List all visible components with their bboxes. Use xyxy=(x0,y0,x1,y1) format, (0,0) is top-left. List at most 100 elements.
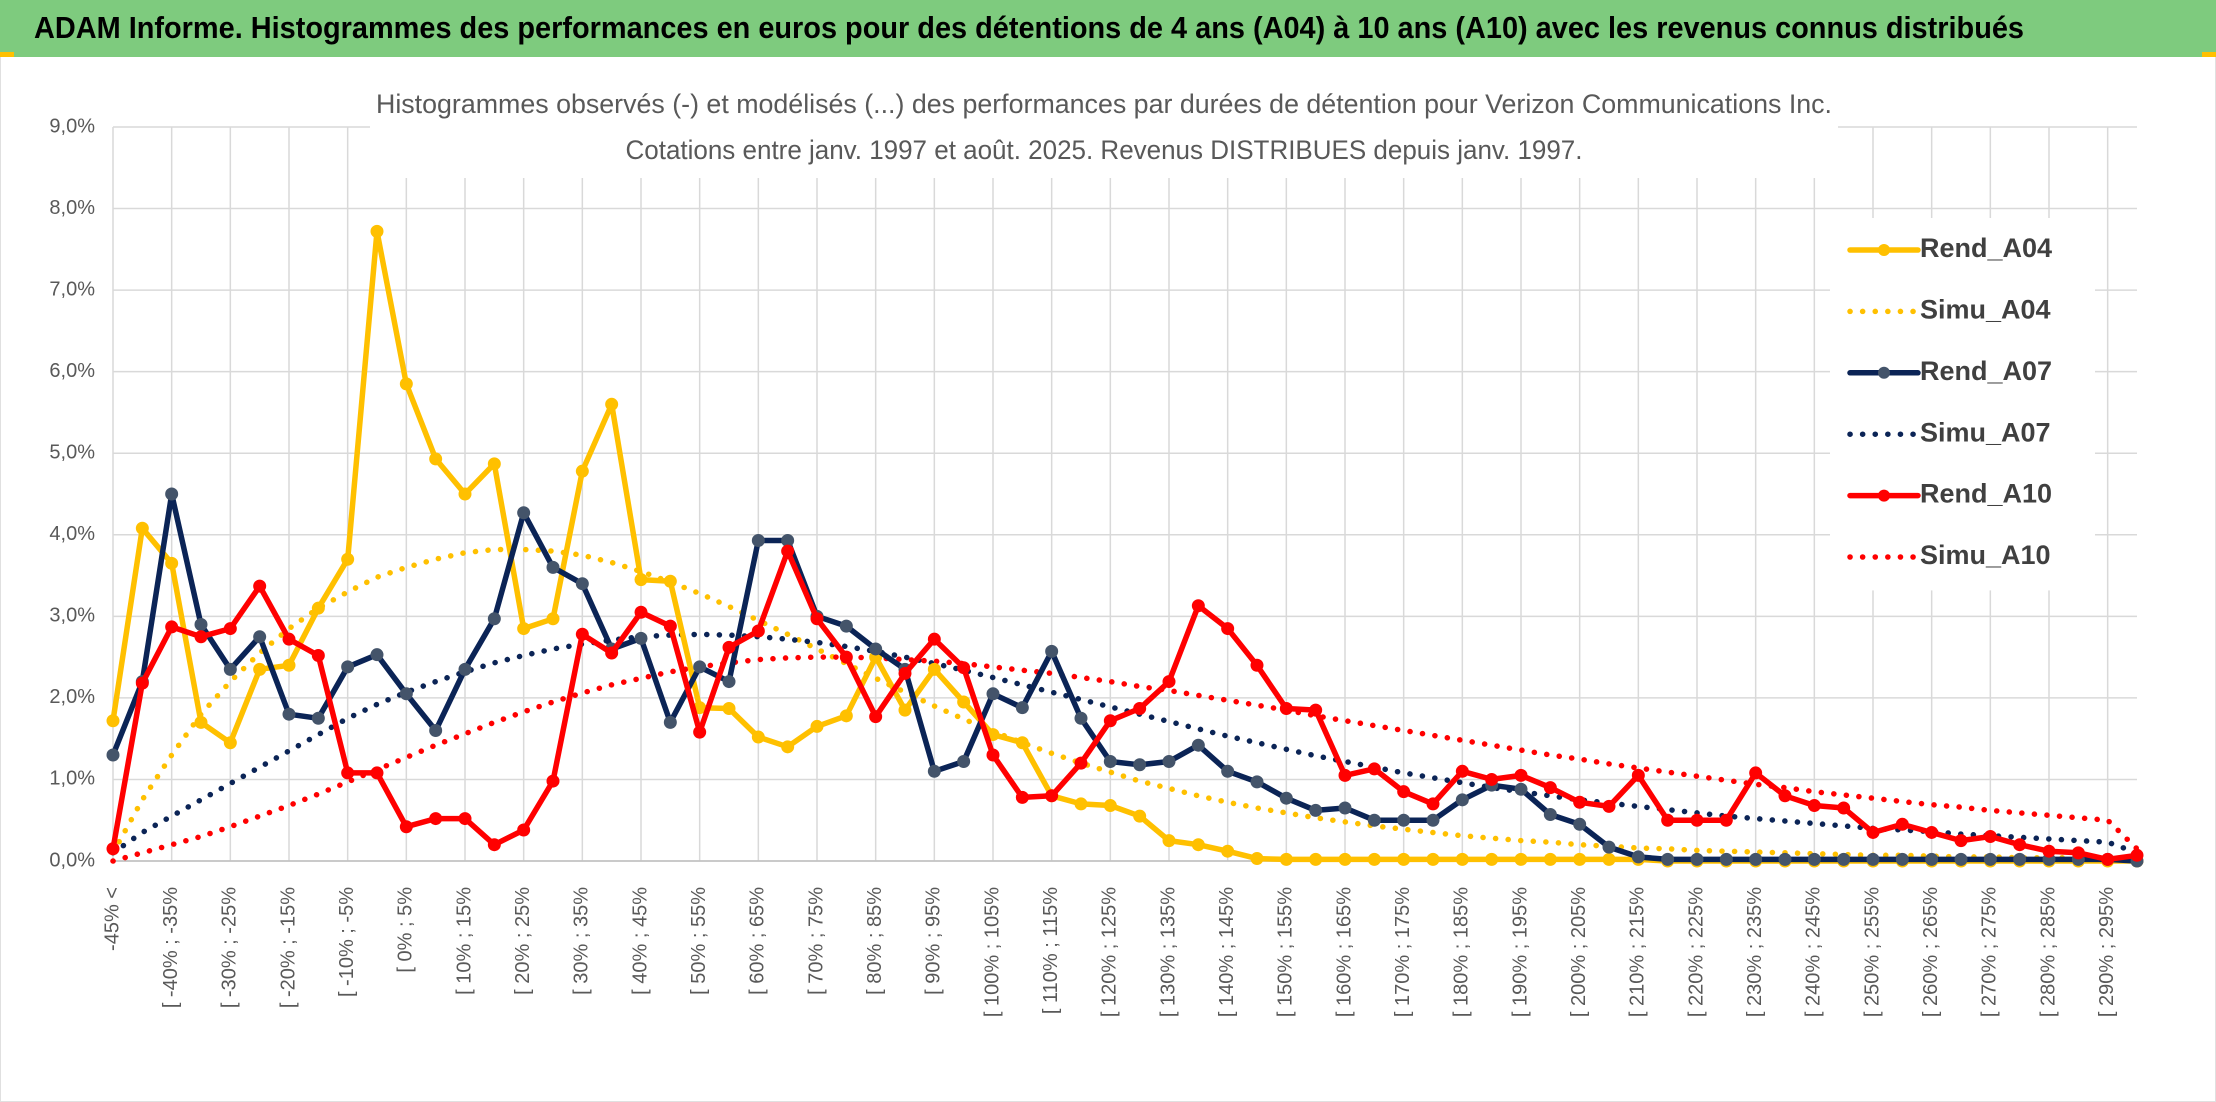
data-point xyxy=(311,648,325,662)
x-tick-label: [ 140% ; 145% xyxy=(1216,887,1238,1017)
data-point xyxy=(810,719,824,733)
data-point xyxy=(1191,599,1205,613)
data-point xyxy=(253,579,267,593)
data-point xyxy=(517,823,531,837)
legend-marker xyxy=(1878,244,1890,256)
data-point xyxy=(546,612,560,626)
legend-label: Rend_A04 xyxy=(1920,233,2052,263)
data-point xyxy=(927,764,941,778)
data-point xyxy=(1191,738,1205,752)
data-point xyxy=(1778,852,1792,866)
data-point xyxy=(1074,756,1088,770)
data-point xyxy=(1631,850,1645,864)
x-tick-label: [ 30% ; 35% xyxy=(571,887,593,995)
data-point xyxy=(1573,795,1587,809)
data-point xyxy=(282,658,296,672)
data-point xyxy=(781,740,795,754)
data-point xyxy=(1397,813,1411,827)
data-point xyxy=(429,812,443,826)
data-point xyxy=(1866,825,1880,839)
series-layer xyxy=(106,224,2144,868)
data-point xyxy=(1426,797,1440,811)
data-point xyxy=(1426,852,1440,866)
data-point xyxy=(1133,809,1147,823)
data-point xyxy=(2130,848,2144,862)
data-point xyxy=(898,666,912,680)
data-point xyxy=(751,533,765,547)
data-point xyxy=(1250,852,1264,866)
data-point xyxy=(370,648,384,662)
data-point xyxy=(106,714,120,728)
x-tick-label: [ 250% ; 255% xyxy=(1861,887,1883,1017)
data-point xyxy=(458,662,472,676)
data-point xyxy=(2013,852,2027,866)
data-point xyxy=(282,632,296,646)
x-tick-label: [ 290% ; 295% xyxy=(2096,887,2118,1017)
data-point xyxy=(1103,799,1117,813)
data-point xyxy=(1162,755,1176,769)
data-point xyxy=(1925,825,1939,839)
data-point xyxy=(927,662,941,676)
data-point xyxy=(1426,813,1440,827)
data-point xyxy=(1954,852,1968,866)
data-point xyxy=(1309,703,1323,717)
data-point xyxy=(575,627,589,641)
data-point xyxy=(399,377,413,391)
data-point xyxy=(1778,789,1792,803)
data-point xyxy=(605,646,619,660)
data-point xyxy=(1631,768,1645,782)
data-point xyxy=(1191,838,1205,852)
data-point xyxy=(135,676,149,690)
x-tick-label: [ 180% ; 185% xyxy=(1451,887,1473,1017)
data-point xyxy=(663,619,677,633)
x-tick-label: [ 130% ; 135% xyxy=(1157,887,1179,1017)
data-point xyxy=(165,487,179,501)
x-tick-label: [ -30% ; -25% xyxy=(219,887,241,1008)
data-point xyxy=(1250,658,1264,672)
data-point xyxy=(1162,675,1176,689)
data-point xyxy=(839,619,853,633)
x-tick-label: [ 0% ; 5% xyxy=(395,887,417,973)
data-point xyxy=(1279,791,1293,805)
data-point xyxy=(370,766,384,780)
x-tick-label: [ 270% ; 275% xyxy=(1979,887,2001,1017)
data-point xyxy=(106,748,120,762)
x-tick-label: [ -20% ; -15% xyxy=(277,887,299,1008)
data-point xyxy=(341,766,355,780)
page-title: ADAM Informe. Histogrammes des performan… xyxy=(34,10,2024,45)
data-point xyxy=(1514,782,1528,796)
data-point xyxy=(253,630,267,644)
data-point xyxy=(1045,644,1059,658)
data-point xyxy=(1250,775,1264,789)
observed-line xyxy=(110,491,2140,864)
data-point xyxy=(370,224,384,238)
data-point xyxy=(1162,834,1176,848)
data-point xyxy=(751,730,765,744)
x-tick-label: [ 50% ; 55% xyxy=(688,887,710,995)
data-point xyxy=(1367,852,1381,866)
x-tick-label: [ 150% ; 155% xyxy=(1275,887,1297,1017)
data-point xyxy=(487,457,501,471)
data-point xyxy=(1573,852,1587,866)
data-point xyxy=(663,715,677,729)
model-line xyxy=(110,631,2140,856)
data-point xyxy=(1015,736,1029,750)
x-tick-label: [ 70% ; 75% xyxy=(805,887,827,995)
chart-title: Histogrammes observés (-) et modélisés (… xyxy=(376,89,1832,119)
data-point xyxy=(546,774,560,788)
x-tick-label: [ 170% ; 175% xyxy=(1392,887,1414,1017)
data-point xyxy=(1661,852,1675,866)
data-point xyxy=(1338,852,1352,866)
header-band xyxy=(0,0,2216,57)
data-point xyxy=(1045,789,1059,803)
data-point xyxy=(1133,701,1147,715)
data-point xyxy=(341,660,355,674)
x-tick-label: [ 280% ; 285% xyxy=(2037,887,2059,1017)
data-point xyxy=(693,660,707,674)
data-point xyxy=(1837,852,1851,866)
data-point xyxy=(1485,772,1499,786)
data-point xyxy=(1719,852,1733,866)
data-point xyxy=(487,612,501,626)
y-tick-label: 9,0% xyxy=(49,115,95,137)
title-background xyxy=(370,84,1838,178)
